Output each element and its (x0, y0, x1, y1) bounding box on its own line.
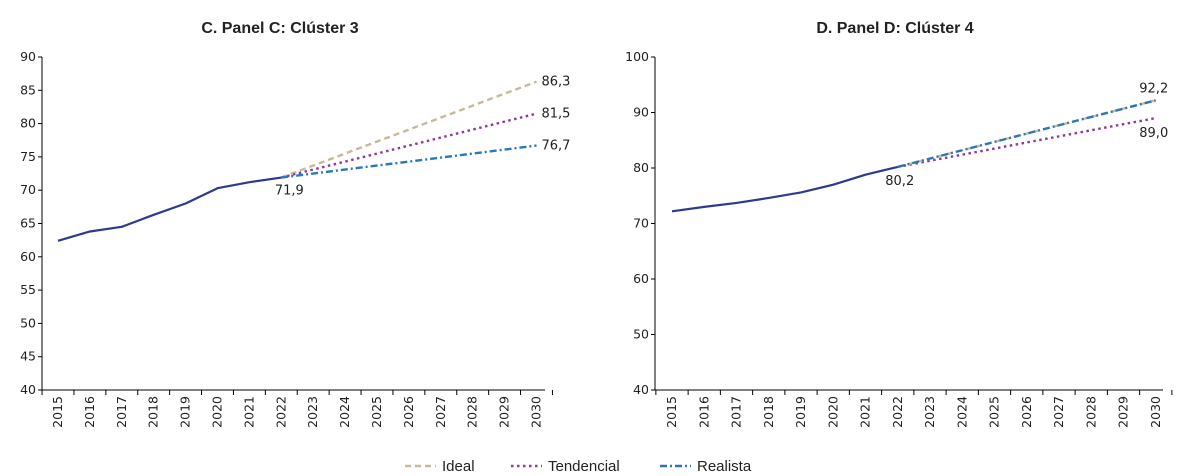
x-tick-label: 2029 (497, 396, 512, 428)
x-tick-label: 2022 (273, 396, 288, 428)
y-tick-label: 85 (20, 82, 36, 97)
y-tick-label: 40 (633, 382, 649, 397)
y-tick-label: 75 (20, 149, 36, 164)
y-tick-label: 45 (20, 349, 36, 364)
historical-series-line (671, 165, 899, 213)
x-tick-label: 2024 (337, 396, 352, 428)
y-tick-label: 60 (633, 271, 649, 286)
label-start-value: 80,2 (885, 174, 914, 189)
panel-d-plot: 40 50 60 70 80 90 100 2015 2016 2017 2018 2019 2020 2… (625, 49, 1173, 428)
x-tick-label: 2028 (465, 396, 480, 428)
x-tick-label: 2022 (890, 396, 905, 428)
x-tick-label: 2020 (825, 396, 840, 428)
label-realista-value: 76,7 (542, 139, 571, 154)
x-tick-label: 2030 (1148, 396, 1163, 428)
legend-tendencial-label: Tendencial (548, 458, 620, 475)
projection-line-tendencial (281, 112, 537, 179)
x-tick-label: 2026 (1019, 396, 1034, 428)
x-tick-label: 2018 (146, 396, 161, 428)
y-tick-label: 65 (20, 216, 36, 231)
x-tick-label: 2016 (696, 396, 711, 428)
label-ideal-realista-value: 92,2 (1139, 81, 1168, 96)
y-tick-label: 50 (20, 315, 36, 330)
x-tick-label: 2023 (922, 396, 937, 428)
x-tick-label: 2027 (1051, 396, 1066, 428)
panel-c-plot: 40 45 50 55 60 65 70 75 80 85 90 2015 2016 2017 2018 20… (20, 49, 570, 428)
y-tick-label: 55 (20, 282, 36, 297)
panel-c-title: C. Panel C: Clúster 3 (201, 20, 358, 37)
x-tick-label: 2030 (529, 396, 544, 428)
legend-realista-label: Realista (697, 458, 752, 475)
x-tick-label: 2025 (987, 396, 1002, 428)
y-tick-label: 90 (633, 105, 649, 120)
historical-series-line (57, 176, 282, 242)
x-tick-label: 2026 (401, 396, 416, 428)
x-tick-label: 2021 (858, 396, 873, 428)
y-tick-label: 50 (633, 327, 649, 342)
legend-ideal-label: Ideal (442, 458, 475, 475)
x-tick-label: 2019 (178, 396, 193, 428)
x-tick-label: 2018 (761, 396, 776, 428)
x-tick-label: 2027 (433, 396, 448, 428)
x-tick-label: 2017 (114, 396, 129, 428)
y-tick-label: 80 (633, 160, 649, 175)
x-tick-label: 2017 (729, 396, 744, 428)
y-tick-label: 80 (20, 116, 36, 131)
x-tick-label: 2021 (241, 396, 256, 428)
projection-line-tendencial (897, 116, 1156, 169)
y-tick-label: 70 (20, 182, 36, 197)
projection-line-ideal (280, 80, 537, 179)
x-tick-label: 2024 (954, 396, 969, 428)
label-tendencial-value: 89,0 (1139, 126, 1168, 141)
x-tick-label: 2025 (369, 396, 384, 428)
projection-line-ideal (897, 99, 1157, 169)
x-tick-label: 2015 (50, 396, 65, 428)
x-tick-label: 2023 (305, 396, 320, 428)
x-tick-label: 2020 (210, 396, 225, 428)
label-tendencial-value: 81,5 (542, 107, 571, 122)
y-tick-label: 40 (20, 382, 36, 397)
chart-legend: Ideal Tendencial Realista (405, 458, 752, 475)
label-ideal-value: 86,3 (542, 75, 571, 90)
x-tick-label: 2016 (82, 396, 97, 428)
y-tick-label: 90 (20, 49, 36, 64)
y-tick-label: 100 (625, 49, 649, 64)
projection-line-realista (281, 144, 537, 179)
y-tick-label: 70 (633, 216, 649, 231)
x-tick-label: 2029 (1116, 396, 1131, 428)
x-tick-label: 2015 (664, 396, 679, 428)
x-tick-label: 2028 (1083, 396, 1098, 428)
x-tick-label: 2019 (793, 396, 808, 428)
y-tick-label: 60 (20, 249, 36, 264)
panel-d-title: D. Panel D: Clúster 4 (816, 20, 973, 37)
label-start-value: 71,9 (275, 184, 304, 199)
